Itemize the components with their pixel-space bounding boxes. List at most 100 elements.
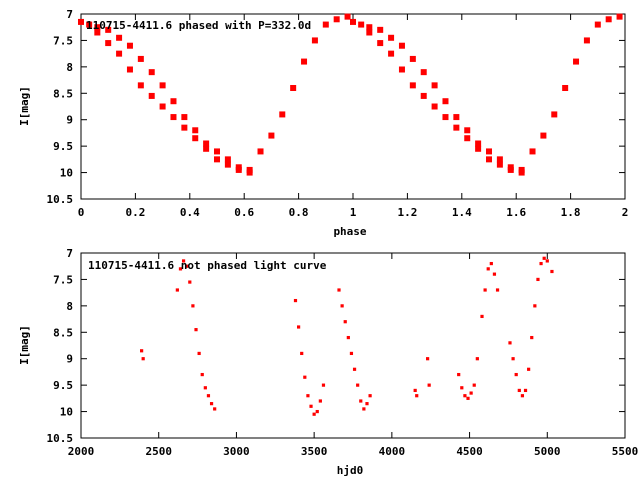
data-point [496,156,503,163]
data-point [214,156,220,163]
x-tick-label: 4000 [379,445,406,458]
data-point [356,383,360,387]
data-point [78,18,84,25]
data-point [246,169,253,176]
data-point [420,92,427,99]
x-tick-label: 0.2 [125,206,145,219]
data-point [469,391,473,395]
y-tick-label: 7 [66,8,73,21]
data-point [203,140,210,147]
data-point [388,50,395,57]
data-point [486,267,490,271]
data-point [333,16,340,23]
data-point [442,98,449,105]
data-point [209,402,214,406]
data-point [463,394,467,398]
data-point [545,259,549,263]
data-point [344,13,351,20]
x-tick-label: 5000 [534,445,561,458]
data-point [321,383,326,387]
data-point [159,103,166,110]
data-point [527,367,531,371]
data-point [605,16,612,23]
data-point [377,40,384,47]
data-point [300,351,304,356]
data-point [309,404,313,408]
data-points [78,13,623,176]
data-point [175,288,179,292]
data-point [303,375,307,379]
chart-title: 110715-4411.6 phased with P=332.0d [86,19,311,32]
data-point [486,156,492,163]
x-tick-label: 3000 [223,445,250,458]
data-point [460,386,464,390]
data-point [453,114,460,121]
data-point [483,288,487,292]
data-point [550,269,554,274]
data-point [529,148,536,155]
data-point [137,82,144,89]
y-tick-label: 9.5 [53,379,73,392]
data-point [508,341,512,345]
data-point [235,166,242,173]
data-point [562,85,569,91]
data-point [126,42,133,49]
data-point [536,277,540,282]
data-point [413,388,417,393]
data-point [420,69,427,76]
data-point [388,34,395,41]
y-tick-label: 10.5 [47,193,74,206]
data-point [159,82,166,89]
data-point [206,394,211,398]
data-point [293,298,298,303]
data-point [315,409,319,414]
data-point [431,103,438,110]
x-axis-label: hjd0 [337,464,364,477]
data-point [427,383,431,387]
data-point [290,85,297,91]
data-point [268,132,275,139]
data-point [214,148,220,155]
x-tick-label: 2000 [68,445,95,458]
y-tick-label: 8 [66,300,73,313]
data-point [464,135,471,142]
data-point [311,37,318,44]
y-tick-label: 9 [66,353,73,366]
data-point [594,21,601,28]
data-point [141,357,145,361]
data-point [358,21,365,28]
y-tick-label: 9.5 [53,140,73,153]
x-tick-label: 0.8 [289,206,309,219]
data-point [312,412,316,416]
data-point [365,402,369,406]
data-point [192,135,199,142]
data-point [366,24,373,31]
data-point [518,169,525,176]
data-point [181,114,188,121]
x-tick-label: 1.4 [452,206,472,219]
data-point [480,314,484,319]
chart-title: 110715-4411.6 not phased light curve [88,259,327,272]
x-tick-label: 2500 [145,445,172,458]
data-point [409,55,416,62]
data-point [185,264,189,268]
data-point [188,280,192,284]
data-point [517,388,521,393]
y-tick-label: 10 [60,167,73,180]
axis-ticks: 2000 2500 3000 3500 4000 4500 5000 5500 7 7.5 8 8.5… [47,247,639,458]
data-point [178,267,183,271]
data-point [539,261,543,266]
data-point [306,394,310,398]
y-axis-label: I[mag] [18,325,31,365]
data-point [203,145,210,152]
data-point [431,82,438,89]
data-point [551,111,558,118]
data-point [352,367,357,371]
data-point [475,357,479,361]
data-point [489,261,493,266]
data-point [486,148,492,155]
data-point [297,325,301,329]
data-point [520,394,525,398]
data-point [466,396,470,400]
